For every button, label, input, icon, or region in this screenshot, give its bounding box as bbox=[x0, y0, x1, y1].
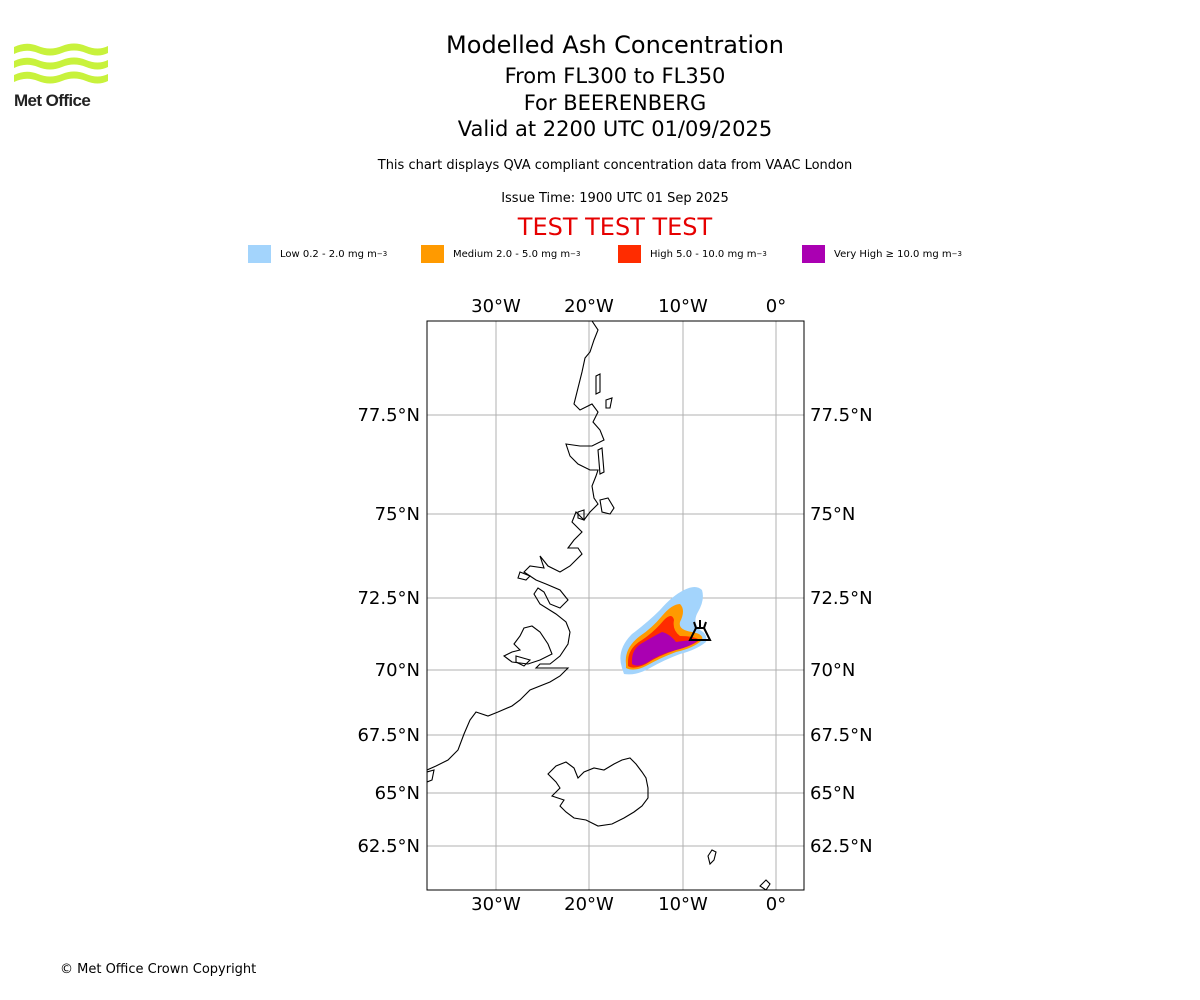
volcano-name: For BEERENBERG bbox=[523, 91, 707, 115]
lat-label-right-72-5n: 72.5°N bbox=[810, 588, 873, 609]
legend-item-medium: Medium 2.0 - 5.0 mg m −3 bbox=[421, 244, 580, 264]
lat-label-right-75n: 75°N bbox=[810, 504, 855, 525]
greenland-sw-tip bbox=[427, 769, 435, 783]
legend-item-high: High 5.0 - 10.0 mg m −3 bbox=[618, 244, 767, 264]
iceland-coast bbox=[547, 757, 649, 827]
met-office-logo bbox=[14, 43, 108, 84]
lat-label-right-70n: 70°N bbox=[810, 660, 855, 681]
island-1 bbox=[595, 373, 601, 395]
logo-text: Met Office bbox=[14, 91, 91, 110]
greenland-inlet-2 bbox=[502, 625, 553, 665]
greenland-inlet-3 bbox=[515, 655, 532, 667]
map-gridlines bbox=[427, 321, 804, 890]
flight-levels: From FL300 to FL350 bbox=[504, 64, 726, 88]
greenland-coast bbox=[427, 321, 605, 771]
legend-item-very-high: Very High ≥ 10.0 mg m −3 bbox=[802, 244, 962, 264]
lat-label-right-65n: 65°N bbox=[810, 783, 855, 804]
test-banner: TEST TEST TEST bbox=[517, 213, 713, 241]
map-content bbox=[427, 321, 804, 890]
lon-label-top-30w: 30°W bbox=[471, 296, 521, 317]
legend-swatch-medium bbox=[421, 245, 444, 263]
legend-unit-sup: −3 bbox=[570, 250, 581, 258]
valid-time: Valid at 2200 UTC 01/09/2025 bbox=[457, 117, 773, 141]
lat-label-right-62-5n: 62.5°N bbox=[810, 836, 873, 857]
greenland-inlet-1 bbox=[517, 571, 531, 581]
legend-unit-sup: −3 bbox=[756, 250, 767, 258]
island-4 bbox=[599, 497, 615, 515]
legend-swatch-high bbox=[618, 245, 641, 263]
island-5 bbox=[577, 509, 585, 521]
lon-label-bottom-20w: 20°W bbox=[564, 894, 614, 915]
map-frame bbox=[426, 320, 805, 891]
lon-label-top-20w: 20°W bbox=[564, 296, 614, 317]
ash-very-high-area bbox=[632, 632, 698, 666]
lat-label-left-62-5n: 62.5°N bbox=[357, 836, 420, 857]
legend-swatch-low bbox=[248, 245, 271, 263]
shetland-coast bbox=[759, 879, 771, 890]
lat-label-left-75n: 75°N bbox=[375, 504, 420, 525]
faroe-islands bbox=[707, 849, 717, 866]
copyright-notice: © Met Office Crown Copyright bbox=[60, 962, 257, 977]
issue-time: Issue Time: 1900 UTC 01 Sep 2025 bbox=[501, 191, 729, 206]
lat-label-right-67-5n: 67.5°N bbox=[810, 725, 873, 746]
lon-label-bottom-0: 0° bbox=[766, 894, 786, 915]
lat-label-left-77-5n: 77.5°N bbox=[357, 405, 420, 426]
lon-label-bottom-30w: 30°W bbox=[471, 894, 521, 915]
lon-label-top-0: 0° bbox=[766, 296, 786, 317]
lon-label-top-10w: 10°W bbox=[658, 296, 708, 317]
legend-label-low: Low 0.2 - 2.0 mg m bbox=[280, 248, 377, 260]
chart-subtitle: This chart displays QVA compliant concen… bbox=[377, 158, 853, 173]
volcano-icon bbox=[688, 620, 712, 641]
lat-label-left-67-5n: 67.5°N bbox=[357, 725, 420, 746]
island-2 bbox=[605, 397, 613, 409]
legend-swatch-very-high bbox=[802, 245, 825, 263]
legend-unit-sup: −3 bbox=[376, 250, 388, 258]
legend-item-low: Low 0.2 - 2.0 mg m −3 bbox=[248, 244, 387, 264]
lat-label-left-65n: 65°N bbox=[375, 783, 420, 804]
legend-label-medium: Medium 2.0 - 5.0 mg m bbox=[453, 248, 571, 260]
lat-label-left-70n: 70°N bbox=[375, 660, 420, 681]
lat-label-left-72-5n: 72.5°N bbox=[357, 588, 420, 609]
chart-title: Modelled Ash Concentration bbox=[446, 31, 784, 59]
legend-label-high: High 5.0 - 10.0 mg m bbox=[650, 248, 757, 260]
ash-plume bbox=[620, 587, 707, 675]
lon-label-bottom-10w: 10°W bbox=[658, 894, 708, 915]
legend-label-very-high: Very High ≥ 10.0 mg m bbox=[834, 248, 952, 260]
lat-label-right-77-5n: 77.5°N bbox=[810, 405, 873, 426]
coastlines bbox=[427, 321, 771, 890]
legend-unit-sup: −3 bbox=[951, 250, 962, 258]
island-3 bbox=[597, 447, 605, 475]
